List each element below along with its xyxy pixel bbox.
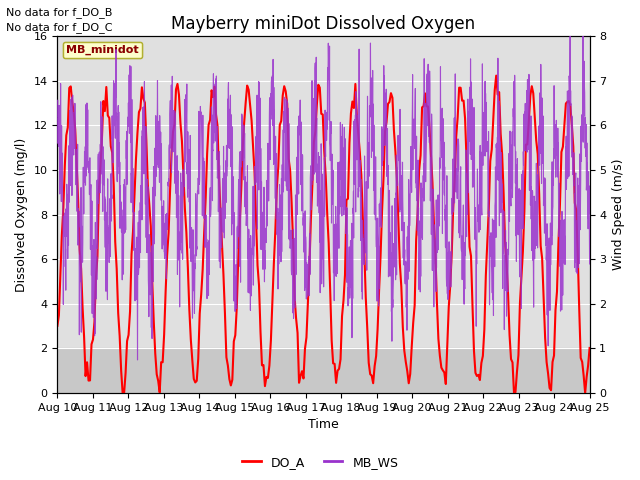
Title: Mayberry miniDot Dissolved Oxygen: Mayberry miniDot Dissolved Oxygen: [172, 15, 476, 33]
Bar: [58, 348, 589, 393]
Legend: MB_minidot: MB_minidot: [63, 41, 142, 59]
Y-axis label: Dissolved Oxygen (mg/l): Dissolved Oxygen (mg/l): [15, 137, 28, 292]
Text: No data for f_DO_B: No data for f_DO_B: [6, 7, 113, 18]
Legend: DO_A, MB_WS: DO_A, MB_WS: [237, 451, 403, 474]
Y-axis label: Wind Speed (m/s): Wind Speed (m/s): [612, 159, 625, 270]
X-axis label: Time: Time: [308, 419, 339, 432]
Text: No data for f_DO_C: No data for f_DO_C: [6, 22, 113, 33]
